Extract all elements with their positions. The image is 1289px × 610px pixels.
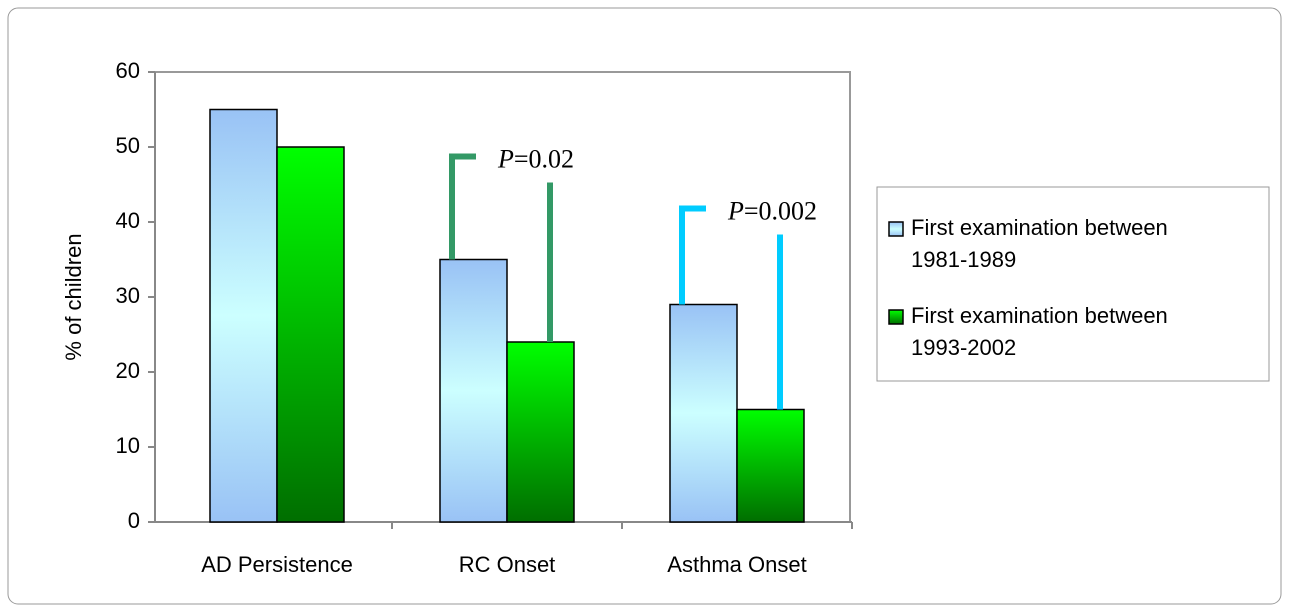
bar <box>506 341 575 523</box>
y-tick-label: 30 <box>116 283 140 308</box>
y-tick-label: 0 <box>128 508 140 533</box>
bar <box>439 258 508 523</box>
x-tick-label: AD Persistence <box>201 552 353 577</box>
y-axis-label: % of children <box>61 233 86 360</box>
annotation: P=0.02 <box>497 144 574 173</box>
legend-label: First examination between 1981-1989 <box>911 215 1168 272</box>
legend-swatch <box>888 221 904 237</box>
bar <box>669 303 738 523</box>
bracket <box>679 205 706 305</box>
y-tick-label: 60 <box>116 58 140 83</box>
annotation: P=0.002 <box>727 196 817 225</box>
y-tick-label: 50 <box>116 133 140 158</box>
bar <box>209 108 278 523</box>
y-tick-label: 20 <box>116 358 140 383</box>
frame <box>7 7 1282 605</box>
plot-border <box>155 71 851 522</box>
bar <box>736 408 805 523</box>
legend <box>876 186 1270 382</box>
y-tick-label: 40 <box>116 208 140 233</box>
x-tick-label: RC Onset <box>459 552 556 577</box>
legend-label: First examination between 1993-2002 <box>911 303 1168 360</box>
legend-swatch <box>888 309 904 325</box>
y-tick-label: 10 <box>116 433 140 458</box>
bracket <box>449 153 476 260</box>
bar <box>276 146 345 523</box>
x-tick-label: Asthma Onset <box>667 552 806 577</box>
